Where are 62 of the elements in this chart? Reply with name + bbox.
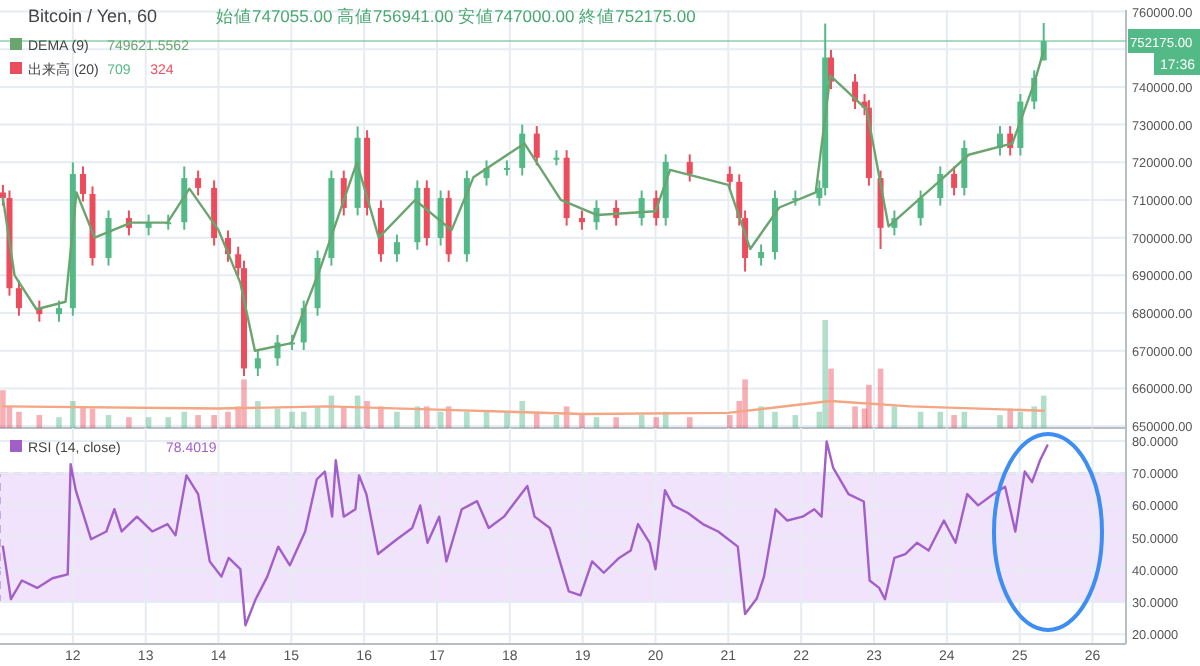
candlestick <box>254 349 261 377</box>
candlestick <box>15 279 22 317</box>
candlestick <box>533 125 540 167</box>
bar <box>772 411 778 428</box>
candlestick <box>105 209 112 267</box>
bar <box>504 411 510 428</box>
bar <box>378 406 384 428</box>
candlestick <box>726 165 733 191</box>
bar <box>235 406 241 428</box>
bar <box>686 417 693 428</box>
bar <box>241 379 247 428</box>
bar <box>181 411 188 428</box>
bar <box>613 417 619 428</box>
bar <box>80 406 86 428</box>
bar <box>997 415 1003 428</box>
bar <box>16 411 22 428</box>
candlestick <box>917 189 924 227</box>
bar <box>464 411 470 428</box>
bar <box>340 406 347 428</box>
line-series <box>1 440 1049 627</box>
bar <box>736 401 743 428</box>
candlestick <box>181 165 188 231</box>
candlestick <box>80 165 87 203</box>
candlestick <box>758 243 765 267</box>
bar <box>726 415 733 428</box>
bar <box>300 411 307 428</box>
bar <box>937 411 944 428</box>
bar <box>126 417 132 428</box>
bar <box>822 320 828 428</box>
candlestick <box>578 209 585 231</box>
bar <box>70 401 76 428</box>
bar <box>579 415 585 428</box>
bar <box>289 411 295 428</box>
bar <box>145 417 152 428</box>
bar <box>866 384 872 428</box>
bar <box>195 415 201 428</box>
bar <box>165 417 172 428</box>
bar <box>593 417 600 428</box>
candlestick <box>195 169 202 197</box>
bar <box>255 401 261 428</box>
bar <box>951 415 957 428</box>
candlestick <box>377 199 384 263</box>
bar <box>519 401 526 428</box>
bar <box>56 417 62 428</box>
bar <box>0 390 6 428</box>
bar <box>758 406 764 428</box>
chart-subtitle: 始値747055.00 高値756941.00 安値747000.00 終値752175.00 <box>216 6 697 26</box>
bar <box>653 417 660 428</box>
bar <box>211 415 217 428</box>
bar <box>394 411 400 428</box>
candlestick <box>686 153 693 183</box>
candlestick <box>951 165 958 197</box>
candlestick <box>437 189 444 247</box>
candlestick <box>55 299 62 323</box>
bar <box>852 406 858 428</box>
chart-title: Bitcoin / Yen, 60 <box>28 6 158 26</box>
bar <box>742 379 748 428</box>
candlestick <box>519 123 526 177</box>
candlestick <box>961 139 968 197</box>
candlestick <box>393 233 400 263</box>
bar <box>225 411 231 428</box>
bar <box>828 368 834 428</box>
